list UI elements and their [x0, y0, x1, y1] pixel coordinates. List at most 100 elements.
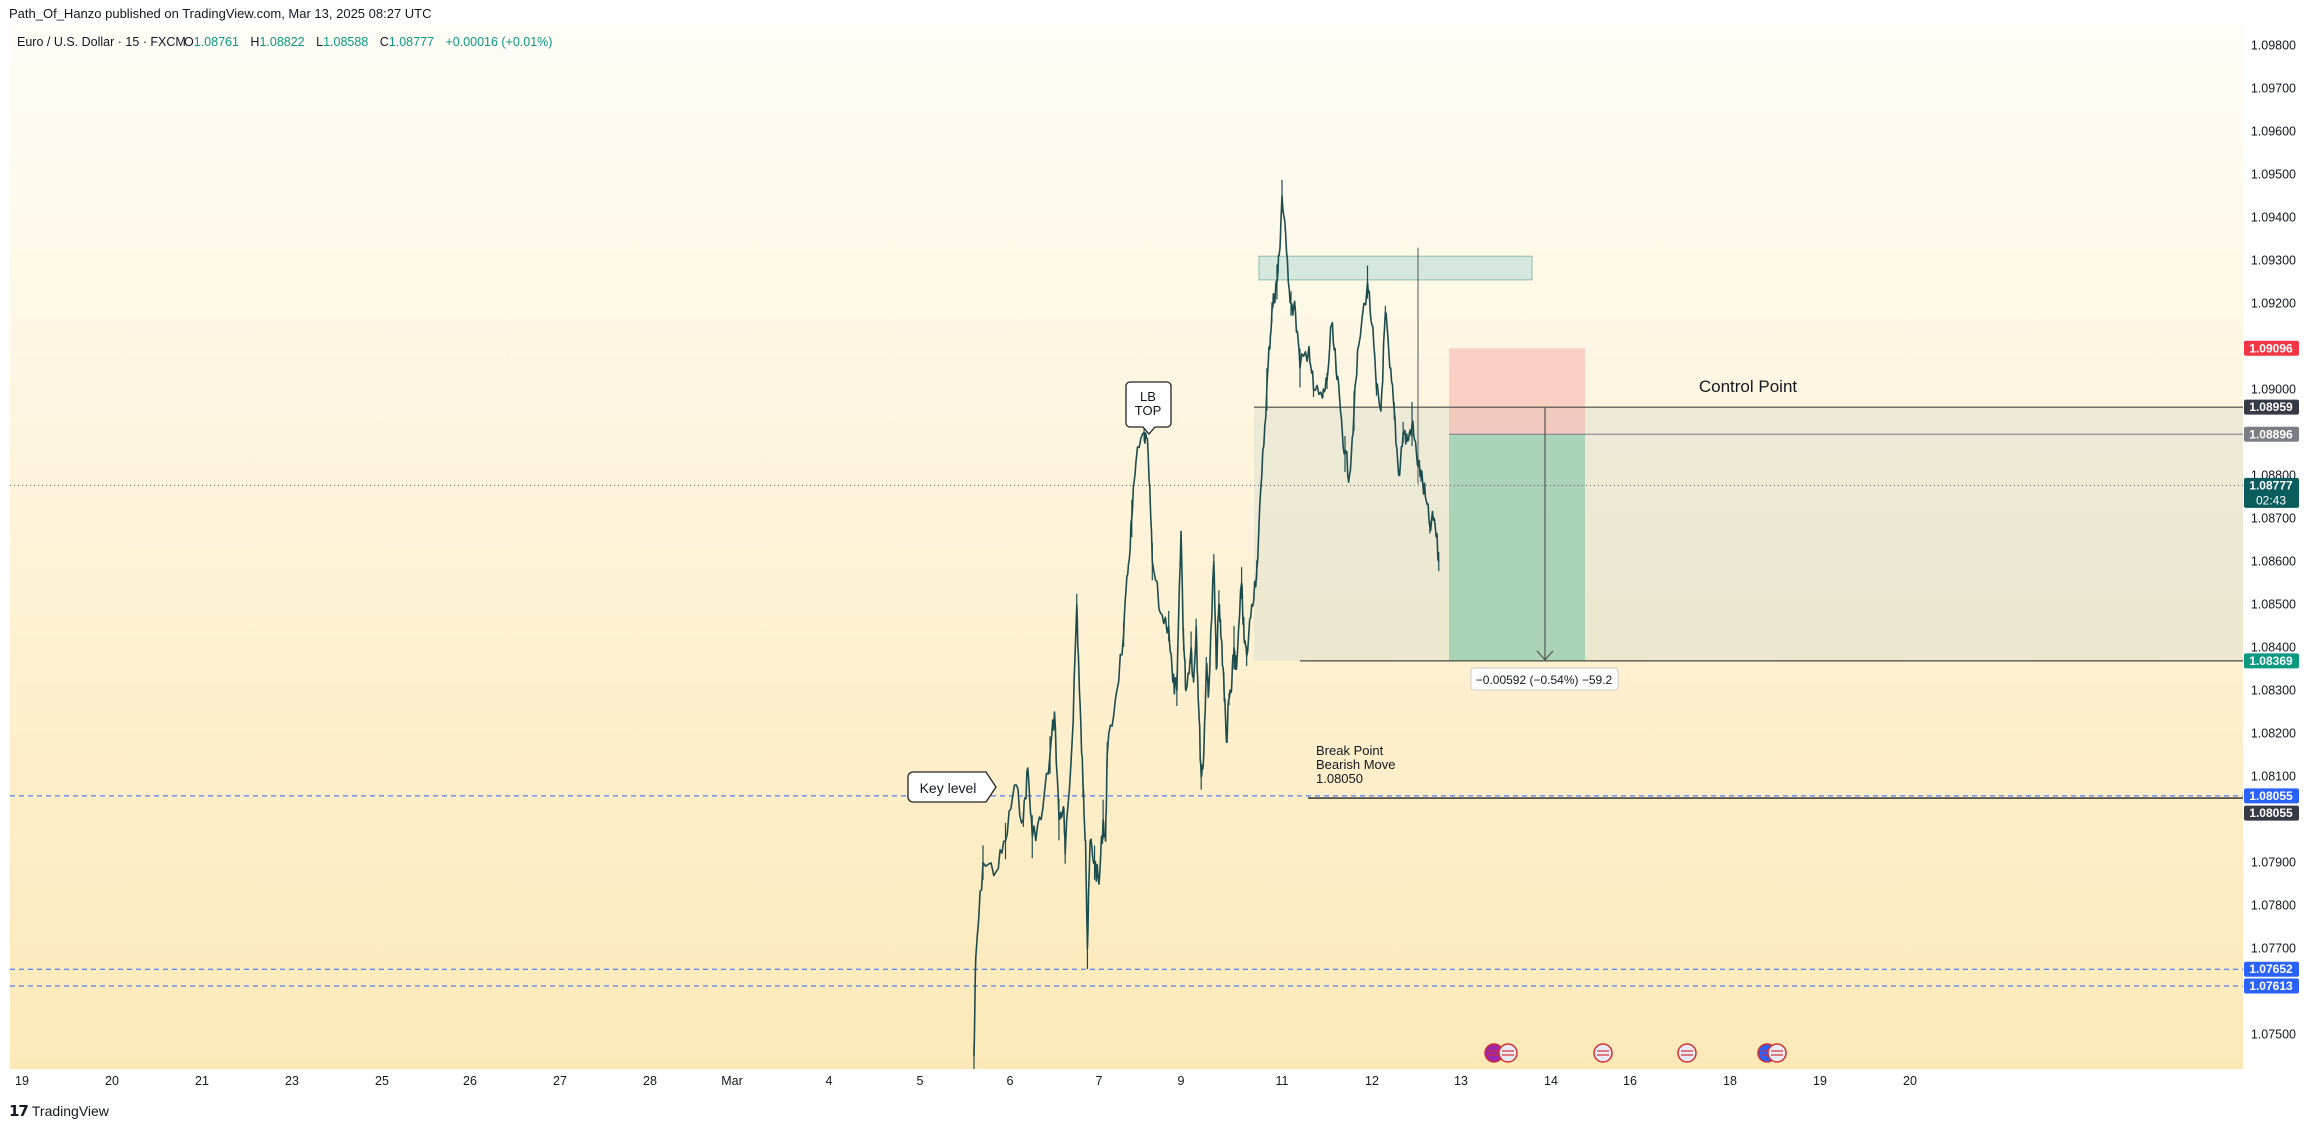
y-tick-label: 1.08600 — [2251, 555, 2296, 569]
us-flag-icon-circle — [1767, 1043, 1787, 1063]
x-tick-label: 4 — [826, 1074, 833, 1088]
x-tick-label: 20 — [105, 1074, 119, 1088]
x-tick-label: 20 — [1903, 1074, 1917, 1088]
measure-label-text: −0.00592 (−0.54%) −59.2 — [1476, 673, 1613, 687]
y-tick-label: 1.08300 — [2251, 684, 2296, 698]
ohlc-change: +0.00016 (+0.01%) — [445, 35, 552, 49]
y-tick-label: 1.07900 — [2251, 856, 2296, 870]
y-tick-label: 1.09300 — [2251, 254, 2296, 268]
price-label-bg — [2244, 340, 2299, 356]
y-tick-label: 1.08100 — [2251, 770, 2296, 784]
x-tick-label: 23 — [285, 1074, 299, 1088]
countdown-text: 02:43 — [2256, 493, 2286, 507]
break-point-line1: Break Point — [1316, 743, 1384, 758]
x-tick-label: 12 — [1365, 1074, 1379, 1088]
x-tick-label: Mar — [721, 1074, 743, 1088]
us-flag-icon-circle — [1593, 1043, 1613, 1063]
price-label-text: 1.08369 — [2249, 654, 2293, 668]
price-label-text: 1.08959 — [2249, 400, 2293, 414]
measure-label-box — [1470, 667, 1619, 691]
price-label-blue[interactable]: 1.07652 — [2244, 961, 2299, 977]
y-tick-label: 1.09800 — [2251, 39, 2296, 53]
y-tick-label: 1.08200 — [2251, 727, 2296, 741]
x-tick-label: 11 — [1276, 1074, 1289, 1088]
x-tick-label: 19 — [1813, 1074, 1827, 1088]
measure-arrow-head — [1536, 650, 1554, 661]
stop-loss-zone[interactable] — [1449, 348, 1585, 435]
ohlc-high: 1.08822 — [259, 35, 304, 49]
price-label-blue[interactable]: 1.08055 — [2244, 788, 2299, 804]
lb-top-line1: LB — [1140, 389, 1156, 404]
x-tick-label: 18 — [1723, 1074, 1737, 1088]
price-label-dark[interactable]: 1.08055 — [2244, 805, 2299, 821]
break-point-line3: 1.08050 — [1316, 771, 1363, 786]
y-tick-label: 1.07500 — [2251, 1028, 2296, 1042]
price-label-blue[interactable]: 1.07613 — [2244, 978, 2299, 994]
flag-icon[interactable] — [1484, 1043, 1504, 1063]
y-tick-label: 1.08400 — [2251, 641, 2296, 655]
price-label-bg — [2244, 961, 2299, 977]
price-label-teal[interactable]: 1.08369 — [2244, 653, 2299, 669]
price-label-dark[interactable]: 1.08959 — [2244, 399, 2299, 415]
price-label-text: 1.08777 — [2249, 478, 2293, 492]
price-label-red[interactable]: 1.09096 — [2244, 340, 2299, 356]
price-label-bg — [2244, 788, 2299, 804]
key-level-box — [907, 771, 997, 803]
key-level-callout[interactable]: Key level — [907, 771, 997, 803]
lb-top-box — [1125, 381, 1172, 435]
x-tick-label: 16 — [1623, 1074, 1637, 1088]
us-flag-icon[interactable] — [1498, 1043, 1518, 1063]
x-tick-label: 6 — [1007, 1074, 1014, 1088]
x-tick-label: 5 — [917, 1074, 924, 1088]
us-flag-icon-circle — [1677, 1043, 1697, 1063]
svg-text:O1.08761 H1.08822: O1.08761 H1.08822 L1.08588 C1.08777 +0.0… — [184, 35, 552, 49]
x-tick-label: 21 — [195, 1074, 209, 1088]
y-tick-label: 1.09000 — [2251, 383, 2296, 397]
y-tick-label: 1.09500 — [2251, 168, 2296, 182]
price-label-text: 1.08055 — [2249, 789, 2293, 803]
price-label-grey[interactable]: 1.08896 — [2244, 426, 2299, 442]
x-tick-label: 19 — [15, 1074, 29, 1088]
plot-background — [10, 24, 2243, 1069]
price-label-bg — [2244, 978, 2299, 994]
supply-box[interactable] — [1258, 255, 1533, 281]
y-tick-label: 1.09200 — [2251, 297, 2296, 311]
us-flag-icon[interactable] — [1593, 1043, 1613, 1063]
y-tick-label: 1.08500 — [2251, 598, 2296, 612]
price-label-bg — [2244, 399, 2299, 415]
x-tick-label: 27 — [553, 1074, 567, 1088]
range-zone — [1254, 407, 2243, 661]
key-level-text: Key level — [920, 780, 977, 796]
publisher-line: Path_Of_Hanzo published on TradingView.c… — [9, 6, 432, 21]
ohlc-o-label: O — [184, 35, 194, 49]
ohlc-h-label: H — [250, 35, 259, 49]
x-tick-label: 26 — [463, 1074, 477, 1088]
break-point-line2: Bearish Move — [1316, 757, 1395, 772]
ohlc-close: 1.08777 — [389, 35, 434, 49]
x-tick-label: 14 — [1544, 1074, 1558, 1088]
us-flag-icon[interactable] — [1677, 1043, 1697, 1063]
take-profit-zone[interactable] — [1449, 434, 1585, 661]
price-label-text: 1.08055 — [2249, 806, 2293, 820]
price-label-text: 1.08896 — [2249, 427, 2293, 441]
price-label-text: 1.07652 — [2249, 962, 2293, 976]
x-tick-label: 25 — [375, 1074, 389, 1088]
y-tick-label: 1.09700 — [2251, 82, 2296, 96]
tradingview-logo-icon: 𝟭𝟳 — [9, 1103, 29, 1120]
x-tick-label: 9 — [1178, 1074, 1185, 1088]
control-point-label: Control Point — [1699, 377, 1798, 396]
us-flag-icon[interactable] — [1767, 1043, 1787, 1063]
price-label-bg — [2244, 653, 2299, 669]
symbol-title: Euro / U.S. Dollar · 15 · FXCM — [17, 35, 186, 49]
y-tick-label: 1.08700 — [2251, 512, 2296, 526]
price-label-bg — [2244, 426, 2299, 442]
price-label-text: 1.09096 — [2249, 341, 2293, 355]
measure-label[interactable]: −0.00592 (−0.54%) −59.2 — [1470, 667, 1619, 691]
ohlc-c-label: C — [380, 35, 389, 49]
ohlc-low: 1.08588 — [323, 35, 368, 49]
x-tick-label: 13 — [1454, 1074, 1468, 1088]
tradingview-brand[interactable]: 𝟭𝟳 TradingView — [9, 1102, 109, 1120]
